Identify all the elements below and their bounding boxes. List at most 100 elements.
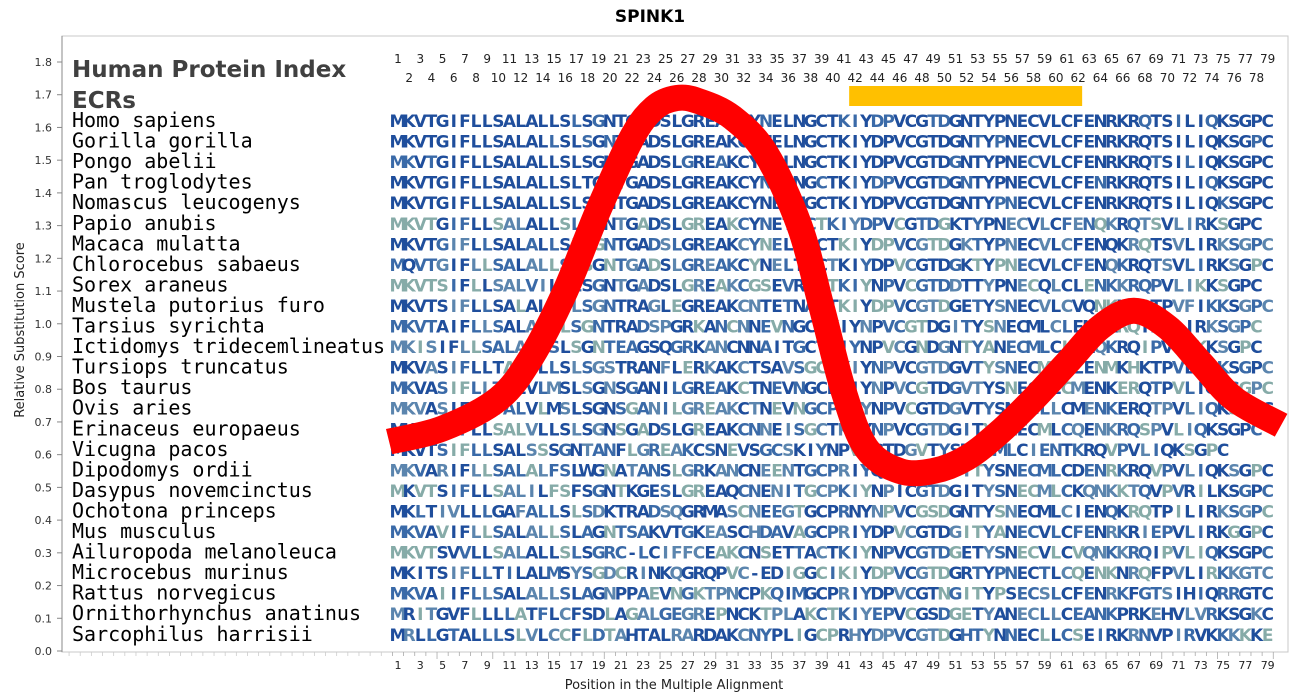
position-label: 16 (558, 71, 573, 85)
residue: T (1150, 256, 1162, 276)
residue: S (436, 482, 448, 502)
x-tick-label: 67 (1127, 659, 1141, 672)
residue: C (1016, 441, 1028, 461)
residue: N (714, 318, 728, 338)
x-tick-label: 11 (503, 659, 517, 672)
residue: Y (748, 174, 762, 194)
residue: C (905, 359, 917, 379)
residue: P (1161, 359, 1173, 379)
x-tick-label: 1 (395, 659, 402, 672)
residue: L (482, 133, 493, 153)
residue: P (994, 276, 1006, 296)
residue: L (471, 605, 482, 625)
position-label: 47 (903, 52, 918, 66)
residue: E (1083, 400, 1095, 420)
residue: K (837, 174, 851, 194)
residue: E (1083, 379, 1095, 399)
residue: E (704, 420, 716, 440)
residue: K (726, 379, 740, 399)
residue: G (792, 318, 806, 338)
residue: K (403, 235, 417, 255)
residue: P (1161, 502, 1173, 522)
residue: A (715, 174, 729, 194)
residue: V (960, 379, 974, 399)
residue: N (592, 338, 606, 358)
residue: Y (982, 297, 996, 317)
residue: K (1205, 297, 1219, 317)
residue: L (538, 585, 549, 605)
residue: P (1161, 400, 1173, 420)
residue: T (426, 174, 438, 194)
residue: S (1072, 626, 1084, 646)
residue: T (972, 235, 984, 255)
residue: L (471, 153, 482, 173)
residue: K (403, 215, 417, 235)
residue: L (515, 112, 526, 132)
residue: I (852, 482, 858, 502)
residue: E (1017, 379, 1029, 399)
residue: S (503, 626, 515, 646)
position-label: 65 (1104, 52, 1119, 66)
residue: V (1172, 379, 1186, 399)
residue: N (1093, 256, 1107, 276)
residue: E (1017, 194, 1029, 214)
residue: L (471, 359, 482, 379)
residue: C (905, 112, 917, 132)
residue: L (671, 400, 682, 420)
residue: Y (859, 174, 873, 194)
residue: E (1017, 256, 1029, 276)
residue: C (1061, 400, 1073, 420)
residue: V (893, 235, 907, 255)
position-label: 4 (428, 71, 436, 85)
residue: L (549, 133, 560, 153)
residue: L (493, 626, 504, 646)
residue: I (451, 441, 457, 461)
residue: S (1161, 133, 1173, 153)
residue: T (426, 318, 438, 338)
residue: I (963, 482, 969, 502)
residue: I (1186, 318, 1192, 338)
residue: T (1150, 194, 1162, 214)
residue: T (827, 174, 839, 194)
residue: C (815, 174, 827, 194)
residue: L (1050, 133, 1061, 153)
residue: S (581, 400, 593, 420)
residue: L (1050, 153, 1061, 173)
position-label: 21 (613, 52, 628, 66)
residue: L (1050, 194, 1061, 214)
residue: G (625, 215, 639, 235)
position-label: 33 (747, 52, 762, 66)
residue: T (927, 420, 939, 440)
residue: L (482, 153, 493, 173)
residue: V (414, 276, 428, 296)
residue: V (414, 297, 428, 317)
residue: I (439, 585, 445, 605)
residue: T (1039, 564, 1051, 584)
residue: A (626, 318, 640, 338)
residue: G (436, 174, 450, 194)
residue: L (538, 297, 549, 317)
residue: A (525, 112, 539, 132)
residue: K (960, 256, 974, 276)
residue: N (1093, 379, 1107, 399)
residue: C (894, 338, 906, 358)
residue: Q (1138, 153, 1152, 173)
residue: N (1082, 215, 1096, 235)
residue: S (1228, 133, 1240, 153)
residue: T (916, 318, 928, 338)
residue: R (693, 153, 706, 173)
position-label: 43 (859, 52, 874, 66)
residue: L (571, 502, 582, 522)
residue: S (615, 379, 627, 399)
residue: G (949, 523, 963, 543)
residue: G (436, 256, 450, 276)
residue: S (1039, 585, 1051, 605)
residue: S (1161, 112, 1173, 132)
residue: R (681, 318, 694, 338)
residue: N (1004, 174, 1018, 194)
residue: A (525, 215, 539, 235)
residue: F (459, 215, 471, 235)
residue: C (1261, 297, 1273, 317)
residue: V (1038, 297, 1052, 317)
